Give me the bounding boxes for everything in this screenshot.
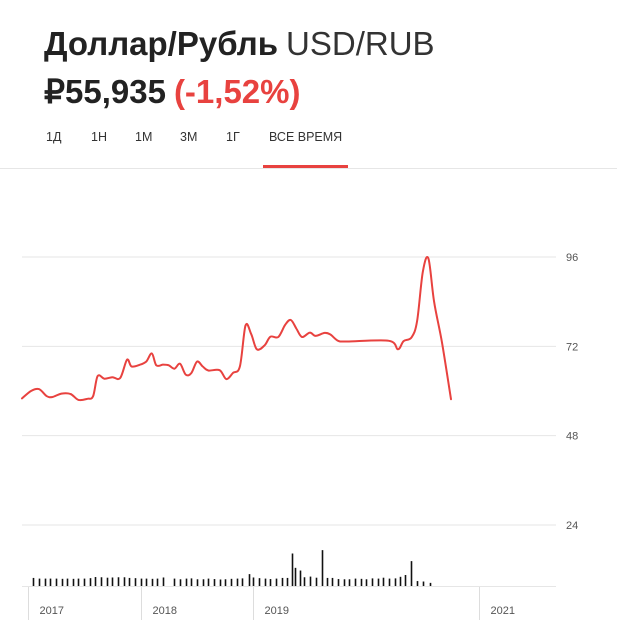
x-tick-label: 2017 xyxy=(40,605,64,617)
y-tick-label: 72 xyxy=(566,341,578,353)
price-line xyxy=(21,256,452,402)
tab-1d[interactable]: 1Д xyxy=(46,130,62,144)
x-tick-label: 2021 xyxy=(491,605,515,617)
tab-all-time[interactable]: ВСЕ ВРЕМЯ xyxy=(262,130,349,168)
y-tick-label: 96 xyxy=(566,252,578,264)
tab-3m[interactable]: 3М xyxy=(180,130,198,144)
tab-1m[interactable]: 1М xyxy=(135,130,153,144)
y-tick-label: 24 xyxy=(566,520,578,532)
ticker-symbol: USD/RUB xyxy=(286,25,435,62)
tab-1y[interactable]: 1Г xyxy=(226,130,240,144)
price-line: ₽55,935 (-1,52%) xyxy=(44,70,300,114)
x-tick-label: 2018 xyxy=(153,605,177,617)
price-change-percent: (-1,52%) xyxy=(173,73,301,110)
pair-name: Доллар/Рубль xyxy=(44,25,279,62)
tab-1w[interactable]: 1Н xyxy=(91,130,107,144)
current-price: ₽55,935 xyxy=(44,73,166,110)
instrument-title: Доллар/Рубль USD/RUB xyxy=(44,22,435,66)
x-tick-label: 2019 xyxy=(265,605,289,617)
y-tick-label: 48 xyxy=(566,431,578,443)
period-tabs: 1Д 1Н 1М 3М 1Г ВСЕ ВРЕМЯ xyxy=(0,122,617,169)
